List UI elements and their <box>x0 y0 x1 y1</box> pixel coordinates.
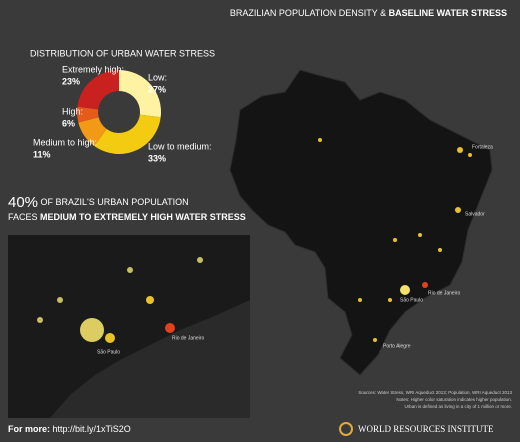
title-plain: BRAZILIAN POPULATION DENSITY & <box>230 8 389 18</box>
source-note: Urban is defined as living in a city of … <box>404 404 512 409</box>
inset-dots <box>37 257 203 343</box>
title-bold: BASELINE WATER STRESS <box>389 8 507 18</box>
segment-label: Low: <box>148 72 167 82</box>
source-note: Sources: Water Stress, WRI Aqueduct 2013… <box>358 390 512 395</box>
city-label: Porto Alegre <box>383 343 411 349</box>
donut: Low: 27% Low to medium: 33% Medium to high: 1… <box>33 64 212 163</box>
title: BRAZILIAN POPULATION DENSITY & BASELINE … <box>230 8 507 18</box>
city-label: Fortaleza <box>472 144 493 150</box>
city-label: Rio de Janeiro <box>172 335 204 341</box>
inset-land <box>8 235 250 418</box>
donut-segment <box>94 114 161 154</box>
callout-big: 40% <box>8 194 38 211</box>
footer-link: For more: http://bit.ly/1xTiS2O <box>8 424 131 434</box>
segment-label: Low to medium: <box>148 141 212 151</box>
callout-bold: MEDIUM TO EXTREMELY HIGH WATER STRESS <box>40 212 246 222</box>
city-label: Rio de Janeiro <box>428 290 460 296</box>
chart-title: DISTRIBUTION OF URBAN WATER STRESS <box>30 48 215 58</box>
org-name: WORLD RESOURCES INSTITUTE <box>358 424 494 434</box>
city-label: São Paulo <box>97 349 120 355</box>
segment-label: Medium to high: <box>33 137 97 147</box>
brazil-map <box>229 69 493 376</box>
donut-segment <box>78 117 107 146</box>
population-dots <box>318 138 472 342</box>
city-label: São Paulo <box>400 297 423 303</box>
donut-segment <box>119 70 162 118</box>
segment-value: 27% <box>148 84 166 94</box>
segment-label: Extremely high: <box>62 64 124 74</box>
footer-url[interactable]: http://bit.ly/1xTiS2O <box>53 424 131 434</box>
segment-label: High: <box>62 106 83 116</box>
city-label: Salvador <box>465 211 485 217</box>
segment-value: 11% <box>33 149 51 159</box>
callout-text: FACES <box>8 212 40 222</box>
segment-value: 6% <box>62 118 75 128</box>
footer-lead: For more: <box>8 424 50 434</box>
callout-text: OF BRAZIL'S URBAN POPULATION <box>38 197 189 207</box>
wri-logo <box>339 422 353 436</box>
callout-line2: FACES MEDIUM TO EXTREMELY HIGH WATER STR… <box>8 212 246 222</box>
segment-value: 33% <box>148 153 166 163</box>
source-note: Notes: Higher color saturation indicates… <box>396 397 512 402</box>
donut-segment <box>77 70 119 110</box>
segment-value: 23% <box>62 76 80 86</box>
donut-segment <box>77 106 99 123</box>
callout-line1: 40% OF BRAZIL'S URBAN POPULATION <box>8 194 189 211</box>
